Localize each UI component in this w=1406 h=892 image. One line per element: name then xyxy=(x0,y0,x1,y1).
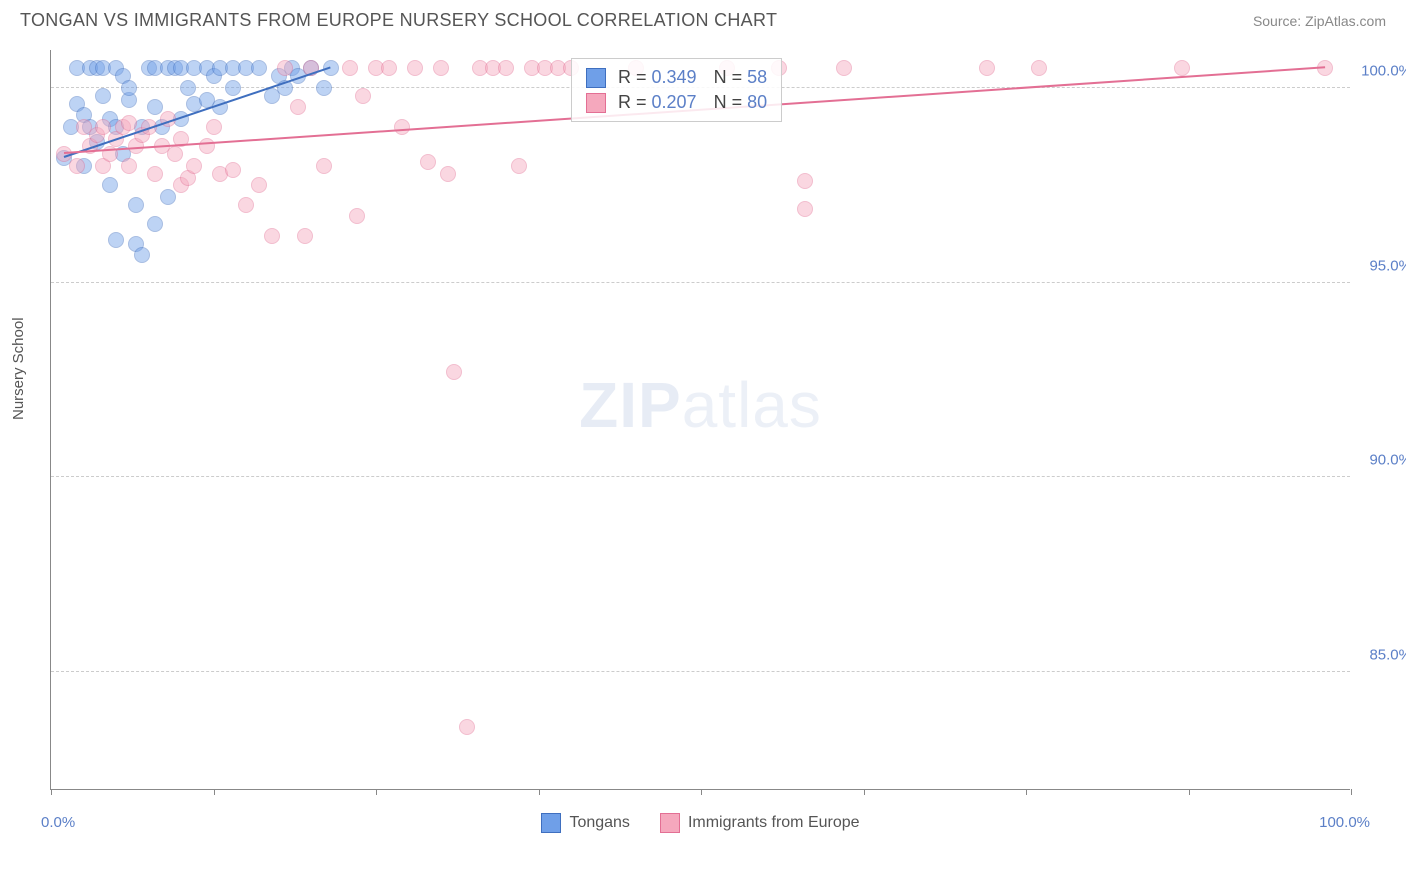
data-point xyxy=(446,364,462,380)
x-tick-mark xyxy=(376,789,377,795)
r-value-europe: 0.207 xyxy=(652,92,697,112)
data-point xyxy=(251,60,267,76)
data-point xyxy=(420,154,436,170)
data-point xyxy=(349,208,365,224)
data-point xyxy=(342,60,358,76)
swatch-tongans xyxy=(586,68,606,88)
y-tick-label: 85.0% xyxy=(1369,647,1406,664)
data-point xyxy=(264,228,280,244)
data-point xyxy=(180,80,196,96)
data-point xyxy=(251,177,267,193)
x-tick-mark xyxy=(1351,789,1352,795)
data-point xyxy=(511,158,527,174)
data-point xyxy=(1031,60,1047,76)
gridline xyxy=(51,282,1350,283)
data-point xyxy=(979,60,995,76)
gridline xyxy=(51,476,1350,477)
data-point xyxy=(102,177,118,193)
x-tick-mark xyxy=(539,789,540,795)
legend-label-tongans: Tongans xyxy=(569,814,630,832)
data-point xyxy=(225,162,241,178)
data-point xyxy=(147,216,163,232)
data-point xyxy=(199,138,215,154)
scatter-chart: ZIPatlas 85.0%90.0%95.0%100.0% R = 0.349… xyxy=(50,50,1350,790)
data-point xyxy=(95,88,111,104)
data-point xyxy=(121,80,137,96)
legend-swatch-tongans xyxy=(541,813,561,833)
x-tick-mark xyxy=(214,789,215,795)
chart-header: TONGAN VS IMMIGRANTS FROM EUROPE NURSERY… xyxy=(0,0,1406,37)
legend-swatch-europe xyxy=(660,813,680,833)
y-axis-label: Nursery School xyxy=(10,317,27,420)
x-tick-mark xyxy=(1189,789,1190,795)
data-point xyxy=(355,88,371,104)
data-point xyxy=(797,173,813,189)
r-value-tongans: 0.349 xyxy=(652,67,697,87)
data-point xyxy=(121,115,137,131)
data-point xyxy=(186,158,202,174)
data-point xyxy=(121,158,137,174)
watermark-rest: atlas xyxy=(682,369,822,441)
watermark-bold: ZIP xyxy=(579,369,682,441)
swatch-europe xyxy=(586,93,606,113)
data-point xyxy=(297,228,313,244)
n-value-europe: 80 xyxy=(747,92,767,112)
y-tick-label: 100.0% xyxy=(1361,62,1406,79)
data-point xyxy=(167,146,183,162)
data-point xyxy=(238,197,254,213)
data-point xyxy=(225,80,241,96)
data-point xyxy=(1174,60,1190,76)
correlation-stats-box: R = 0.349 N = 58 R = 0.207 N = 80 xyxy=(571,58,782,122)
gridline xyxy=(51,671,1350,672)
legend-item-europe: Immigrants from Europe xyxy=(660,813,860,833)
data-point xyxy=(69,158,85,174)
legend-item-tongans: Tongans xyxy=(541,813,630,833)
data-point xyxy=(206,119,222,135)
data-point xyxy=(147,99,163,115)
data-point xyxy=(95,119,111,135)
stats-row-europe: R = 0.207 N = 80 xyxy=(586,90,767,115)
data-point xyxy=(797,201,813,217)
data-point xyxy=(128,197,144,213)
x-tick-mark xyxy=(1026,789,1027,795)
stats-row-tongans: R = 0.349 N = 58 xyxy=(586,65,767,90)
x-tick-mark xyxy=(51,789,52,795)
chart-legend: Tongans Immigrants from Europe xyxy=(51,813,1350,833)
chart-title: TONGAN VS IMMIGRANTS FROM EUROPE NURSERY… xyxy=(20,10,777,31)
data-point xyxy=(134,247,150,263)
data-point xyxy=(277,60,293,76)
x-tick-mark xyxy=(864,789,865,795)
data-point xyxy=(316,158,332,174)
data-point xyxy=(160,189,176,205)
data-point xyxy=(407,60,423,76)
n-value-tongans: 58 xyxy=(747,67,767,87)
data-point xyxy=(147,166,163,182)
x-tick-mark xyxy=(701,789,702,795)
y-tick-label: 90.0% xyxy=(1369,452,1406,469)
chart-source: Source: ZipAtlas.com xyxy=(1253,13,1386,29)
data-point xyxy=(433,60,449,76)
data-point xyxy=(108,232,124,248)
y-tick-label: 95.0% xyxy=(1369,257,1406,274)
data-point xyxy=(290,99,306,115)
legend-label-europe: Immigrants from Europe xyxy=(688,814,860,832)
watermark: ZIPatlas xyxy=(579,368,822,442)
data-point xyxy=(498,60,514,76)
data-point xyxy=(381,60,397,76)
data-point xyxy=(459,719,475,735)
data-point xyxy=(316,80,332,96)
data-point xyxy=(394,119,410,135)
data-point xyxy=(836,60,852,76)
data-point xyxy=(440,166,456,182)
